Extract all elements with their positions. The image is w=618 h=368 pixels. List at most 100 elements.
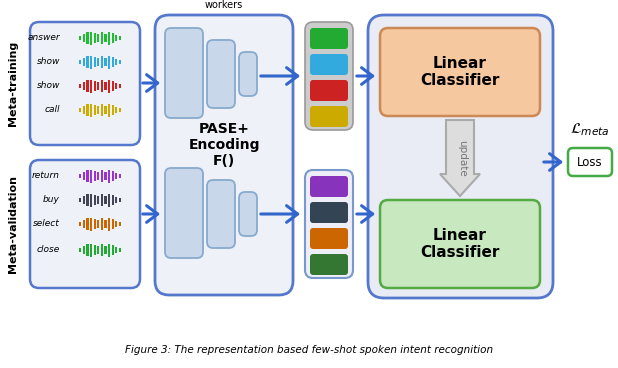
Bar [115, 221, 117, 227]
Bar [108, 194, 110, 206]
Bar [111, 105, 114, 115]
Bar [101, 170, 103, 182]
Bar [87, 170, 88, 181]
Bar [111, 81, 114, 91]
FancyBboxPatch shape [165, 28, 203, 118]
Bar [87, 244, 88, 255]
Text: answer: answer [27, 33, 60, 42]
Bar [79, 108, 82, 112]
Bar [79, 84, 82, 88]
FancyBboxPatch shape [310, 106, 348, 127]
Bar [83, 246, 85, 254]
Bar [108, 244, 110, 256]
Bar [90, 79, 92, 92]
Bar [101, 104, 103, 116]
Bar [87, 219, 88, 230]
Bar [83, 172, 85, 180]
Text: return: return [32, 171, 60, 180]
FancyBboxPatch shape [207, 40, 235, 108]
FancyBboxPatch shape [310, 80, 348, 101]
Bar [97, 247, 99, 254]
Bar [83, 58, 85, 66]
FancyArrow shape [440, 120, 480, 196]
FancyBboxPatch shape [310, 228, 348, 249]
Bar [87, 194, 88, 205]
FancyBboxPatch shape [368, 15, 553, 298]
Bar [97, 220, 99, 227]
Bar [101, 32, 103, 44]
Bar [104, 82, 106, 90]
Bar [115, 35, 117, 41]
Bar [79, 198, 82, 202]
Bar [90, 194, 92, 206]
Bar [97, 106, 99, 114]
Bar [104, 58, 106, 66]
FancyBboxPatch shape [239, 192, 257, 236]
Text: call: call [44, 106, 60, 114]
Bar [90, 244, 92, 256]
Text: Meta-validation: Meta-validation [8, 175, 18, 273]
Bar [97, 82, 99, 89]
Bar [119, 60, 121, 64]
Bar [83, 220, 85, 228]
Bar [93, 81, 96, 91]
Bar [119, 174, 121, 178]
Bar [101, 194, 103, 206]
Bar [111, 57, 114, 67]
FancyBboxPatch shape [310, 54, 348, 75]
Text: Linear
Classifier: Linear Classifier [420, 56, 500, 88]
Bar [108, 56, 110, 68]
Bar [111, 219, 114, 229]
Bar [97, 173, 99, 180]
Bar [97, 59, 99, 66]
Bar [79, 174, 82, 178]
Bar [90, 170, 92, 183]
FancyBboxPatch shape [310, 176, 348, 197]
FancyBboxPatch shape [155, 15, 293, 295]
Bar [111, 195, 114, 205]
Bar [93, 33, 96, 43]
Bar [119, 198, 121, 202]
Text: buy: buy [43, 195, 60, 205]
FancyBboxPatch shape [305, 170, 353, 278]
Bar [101, 80, 103, 92]
Bar [115, 59, 117, 65]
FancyBboxPatch shape [380, 200, 540, 288]
Bar [108, 170, 110, 183]
Bar [93, 105, 96, 115]
Bar [104, 196, 106, 204]
FancyBboxPatch shape [305, 22, 353, 130]
Bar [83, 34, 85, 42]
Bar [115, 107, 117, 113]
Bar [87, 105, 88, 116]
Bar [93, 245, 96, 255]
Bar [83, 196, 85, 204]
Bar [93, 219, 96, 229]
Bar [119, 222, 121, 226]
FancyBboxPatch shape [310, 28, 348, 49]
Bar [87, 32, 88, 43]
Bar [87, 81, 88, 92]
Text: close: close [36, 245, 60, 255]
FancyBboxPatch shape [30, 22, 140, 145]
Bar [97, 35, 99, 42]
FancyBboxPatch shape [380, 28, 540, 116]
Bar [93, 57, 96, 67]
Bar [90, 56, 92, 68]
FancyBboxPatch shape [165, 168, 203, 258]
Bar [119, 248, 121, 252]
Bar [101, 244, 103, 256]
Bar [79, 222, 82, 226]
Bar [119, 84, 121, 88]
FancyBboxPatch shape [239, 52, 257, 96]
Text: Linear
Classifier: Linear Classifier [420, 228, 500, 260]
Bar [108, 79, 110, 92]
Bar [111, 171, 114, 181]
Bar [104, 34, 106, 42]
FancyBboxPatch shape [310, 254, 348, 275]
Text: $\mathcal{L}_{meta}$: $\mathcal{L}_{meta}$ [570, 122, 610, 138]
Bar [115, 247, 117, 253]
Bar [119, 36, 121, 40]
Bar [93, 195, 96, 205]
Bar [79, 60, 82, 64]
